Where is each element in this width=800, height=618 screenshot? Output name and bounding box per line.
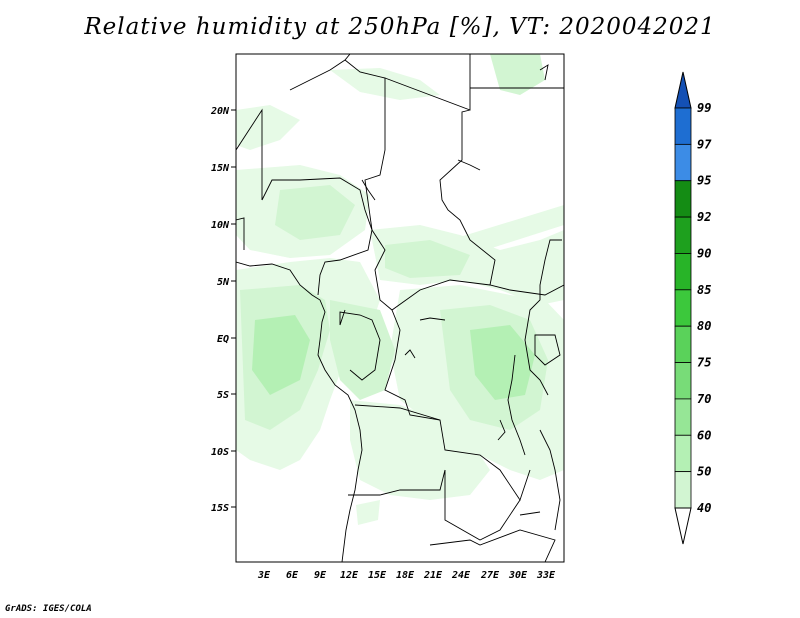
border-zambia (444, 470, 521, 541)
border-eastafrica (524, 239, 562, 396)
colorbar-legend: 99 97 95 92 90 85 80 75 70 60 50 40 (674, 71, 712, 545)
lake-mweru (497, 419, 506, 441)
colorbar-segment (674, 180, 692, 218)
border-chad-sudan (439, 109, 496, 286)
colorbar-segment (674, 362, 692, 400)
lake-chad (361, 179, 376, 201)
lat-label-15n: 15N (211, 163, 230, 174)
coastlines-borders (236, 54, 564, 562)
longitude-axis: 3E 6E 9E 12E 15E 18E 21E 24E 27E 30E 33E (257, 570, 556, 581)
border-mali (236, 108, 263, 200)
border-sudan-inner (457, 159, 481, 171)
colorbar-label-95: 95 (697, 174, 711, 188)
lat-label-20n: 20N (210, 106, 230, 117)
colorbar-label-50: 50 (697, 465, 711, 479)
lon-label-12e: 12E (340, 570, 359, 581)
lake-victoria (534, 334, 561, 366)
lat-label-5n: 5N (217, 277, 230, 288)
colorbar-label-97: 97 (697, 137, 712, 151)
humidity-patch-congo-core (470, 325, 535, 400)
colorbar-top-arrow (674, 71, 692, 109)
border-algeria-niger (289, 54, 351, 91)
lat-label-10s: 10S (211, 447, 229, 458)
lat-label-eq: EQ (217, 334, 229, 345)
colorbar-segment (674, 471, 692, 509)
map-area (235, 53, 565, 563)
lon-label-3e: 3E (257, 570, 271, 581)
lon-label-21e: 21E (423, 570, 443, 581)
colorbar-segment (674, 398, 692, 436)
border-angola-south (348, 469, 446, 496)
lat-label-15s: 15S (211, 503, 229, 514)
colorbar-bottom-arrow (674, 507, 692, 545)
lake-kariba (519, 511, 541, 516)
border-south-region (429, 529, 556, 562)
border-congo-gabon (339, 309, 381, 381)
colorbar-label-92: 92 (697, 210, 711, 224)
humidity-fill-layer (236, 54, 564, 525)
lat-label-10n: 10N (211, 220, 230, 231)
nile-delta (539, 64, 549, 81)
colorbar-label-75: 75 (697, 356, 711, 370)
humidity-patch-west-core (252, 315, 310, 395)
colorbar-label-90: 90 (697, 246, 711, 260)
map-title: Relative humidity at 250hPa [%], VT: 202… (84, 14, 716, 40)
lake-tanganyika (507, 354, 526, 456)
lat-label-5s: 5S (217, 390, 229, 401)
colorbar-label-60: 60 (697, 428, 711, 442)
humidity-patch-northeast (490, 54, 545, 95)
atlantic-coastline (236, 261, 363, 562)
lon-label-9e: 9E (314, 570, 327, 581)
colorbar-segment (674, 434, 692, 473)
map-frame (235, 53, 565, 563)
humidity-patch-angola (350, 400, 490, 500)
grads-credit: GrADS: IGES/COLA (5, 604, 92, 614)
river-congo-b (404, 349, 416, 359)
humidity-patch-north-small (236, 105, 300, 150)
river-congo-a (419, 317, 446, 321)
colorbar-segment (674, 253, 692, 291)
lon-label-6e: 6E (286, 570, 299, 581)
humidity-patch-gabon (330, 300, 395, 400)
border-car (371, 229, 564, 311)
lon-label-27e: 27E (480, 570, 500, 581)
lon-label-24e: 24E (451, 570, 471, 581)
latitude-axis: 20N 15N 10N 5N EQ 5S 10S 15S (210, 106, 236, 514)
lake-malawi (539, 429, 561, 531)
lon-label-30e: 30E (508, 570, 528, 581)
border-angola-north (354, 404, 441, 421)
humidity-patch-south-small (356, 500, 380, 525)
lon-label-33e: 33E (536, 570, 556, 581)
colorbar-segment (674, 143, 692, 182)
colorbar-segment (674, 107, 692, 145)
humidity-patch-nigeria (275, 185, 355, 240)
lon-label-18e: 18E (396, 570, 415, 581)
humidity-patch-car (385, 240, 470, 278)
colorbar-segment (674, 289, 692, 327)
humidity-streak-east (450, 205, 564, 255)
colorbar-label-80: 80 (697, 319, 711, 333)
colorbar-label-99: 99 (697, 101, 711, 115)
colorbar-label-40: 40 (697, 501, 711, 515)
border-nigeria-niger (261, 177, 373, 296)
border-drc-south (384, 309, 531, 502)
colorbar-label-85: 85 (697, 283, 711, 297)
lon-label-15e: 15E (368, 570, 387, 581)
colorbar-segment (674, 325, 692, 363)
border-niger-chad (344, 59, 386, 231)
colorbar-label-70: 70 (697, 392, 711, 406)
coast-westafrica (236, 217, 245, 250)
colorbar-segment (674, 216, 692, 254)
